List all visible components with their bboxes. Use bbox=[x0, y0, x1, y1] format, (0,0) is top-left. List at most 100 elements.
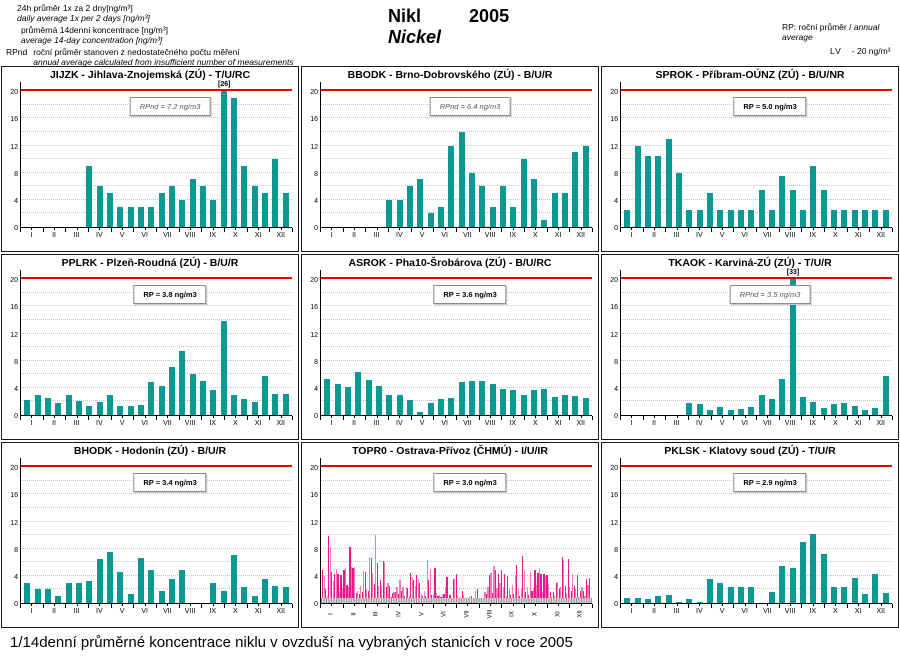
bar bbox=[686, 210, 693, 227]
bar bbox=[525, 592, 527, 603]
bar-slot bbox=[400, 458, 403, 603]
gridline bbox=[21, 318, 292, 320]
x-axis-tick bbox=[756, 228, 757, 232]
bar-slot bbox=[208, 458, 218, 603]
bar bbox=[364, 571, 366, 603]
month-label: VII bbox=[763, 420, 772, 427]
month-label: XI bbox=[854, 232, 862, 239]
gridline bbox=[621, 373, 892, 375]
bar-slot bbox=[357, 458, 359, 603]
bar bbox=[349, 547, 351, 603]
month-label: I bbox=[30, 232, 33, 239]
bar-slot bbox=[43, 458, 53, 603]
bar-slot bbox=[808, 458, 818, 603]
bar bbox=[429, 569, 431, 603]
bar bbox=[337, 574, 339, 603]
bar-slot bbox=[477, 270, 487, 415]
plot-area: [33] RPnd = 3.5 ng/m3 bbox=[620, 269, 892, 416]
gridline bbox=[21, 574, 292, 576]
bar-slot bbox=[281, 82, 291, 227]
bar bbox=[779, 379, 786, 415]
bar bbox=[370, 557, 372, 603]
x-axis-tick bbox=[688, 604, 689, 608]
bar-slot bbox=[436, 270, 446, 415]
annotation-box: RP = 3.0 ng/m3 bbox=[433, 473, 507, 492]
bar-slot bbox=[870, 82, 880, 227]
month-label: XI bbox=[555, 611, 562, 617]
bar bbox=[517, 588, 519, 603]
x-axis-tick bbox=[31, 416, 33, 418]
month-label: V bbox=[719, 420, 725, 427]
bar bbox=[416, 575, 418, 603]
x-axis-tick bbox=[467, 416, 469, 418]
x-axis-tick bbox=[178, 604, 180, 608]
bar bbox=[148, 206, 155, 227]
x-axis-tick bbox=[331, 228, 333, 230]
chart-title: SPROK - Příbram-OÚNZ (ZÚ) - B/U/NR bbox=[655, 69, 845, 81]
bar-slot bbox=[361, 458, 363, 603]
x-axis-tick bbox=[801, 228, 803, 232]
bar bbox=[24, 582, 31, 603]
y-axis: 0 4 8 12 16 20 bbox=[304, 458, 320, 608]
bar-slot bbox=[663, 270, 673, 415]
bar bbox=[231, 555, 238, 603]
bar bbox=[220, 321, 227, 415]
x-axis-tick bbox=[292, 228, 293, 232]
bar bbox=[841, 402, 848, 415]
month-label: X bbox=[833, 608, 838, 615]
bar bbox=[549, 592, 551, 603]
bar-slot bbox=[167, 82, 177, 227]
bar bbox=[831, 404, 838, 415]
bar-slot bbox=[561, 458, 563, 603]
month-label: VI bbox=[141, 420, 148, 427]
bar bbox=[385, 586, 387, 603]
annotation-box: RPnd = 7.2 ng/m3 bbox=[129, 97, 211, 116]
x-axis-tick bbox=[767, 416, 769, 418]
gridline bbox=[621, 400, 892, 402]
bar bbox=[564, 586, 566, 603]
x-axis-tick bbox=[535, 416, 537, 418]
bar bbox=[410, 573, 412, 603]
bar bbox=[179, 199, 186, 227]
bar-slot bbox=[346, 458, 348, 603]
y-axis-label: 16 bbox=[310, 304, 318, 312]
bar-slot bbox=[94, 458, 104, 603]
month-label: VIII bbox=[184, 232, 196, 239]
x-axis-tick bbox=[524, 228, 525, 232]
bar bbox=[96, 558, 103, 603]
bar-slot bbox=[622, 458, 632, 603]
bar-slot bbox=[188, 82, 198, 227]
x-axis-tick bbox=[258, 604, 259, 606]
y-axis-label: 8 bbox=[614, 546, 618, 554]
bars-series bbox=[621, 458, 892, 603]
bar-slot bbox=[115, 270, 125, 415]
month-label: XII bbox=[576, 232, 585, 239]
bar-slot bbox=[388, 458, 391, 603]
bar-slot bbox=[663, 458, 673, 603]
legend-item-daily: 24h průměr 1x za 2 dny[ng/m³] daily aver… bbox=[6, 3, 294, 23]
bar bbox=[841, 587, 848, 603]
bar-slot bbox=[819, 82, 829, 227]
bar-slot bbox=[349, 458, 351, 603]
gridline bbox=[321, 171, 592, 173]
bar-slot bbox=[725, 82, 735, 227]
bar bbox=[579, 591, 581, 603]
x-axis-tick bbox=[642, 228, 644, 232]
bar-slot bbox=[544, 458, 547, 603]
month-label: VI bbox=[741, 608, 748, 615]
bar bbox=[366, 589, 368, 603]
y-axis-label: 0 bbox=[314, 601, 318, 608]
bar-slot bbox=[43, 270, 53, 415]
gridline bbox=[321, 359, 592, 361]
month-label: III bbox=[673, 608, 680, 615]
bar bbox=[468, 172, 475, 227]
y-axis: 0 4 8 12 16 20 bbox=[4, 82, 20, 232]
bar-slot bbox=[381, 458, 383, 603]
x-axis: I II III IV V VI VII VIII IX X XI XII bbox=[620, 416, 893, 432]
month-label: III bbox=[73, 608, 80, 615]
x-axis-tick bbox=[580, 416, 582, 418]
x-axis-tick bbox=[144, 416, 146, 418]
bar bbox=[789, 279, 796, 415]
bar-slot bbox=[488, 82, 498, 227]
gridline bbox=[621, 185, 892, 187]
